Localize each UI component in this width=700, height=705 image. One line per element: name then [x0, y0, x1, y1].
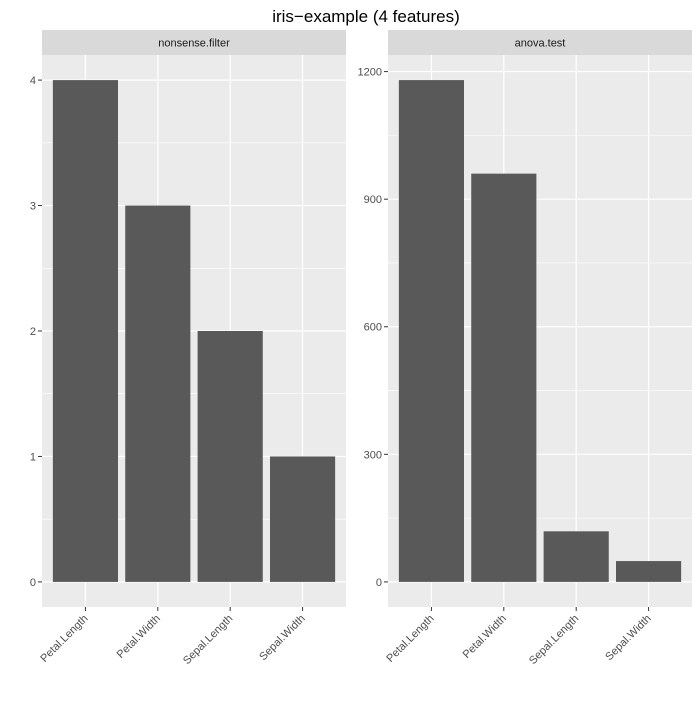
facet-panel-1: nonsense.filter 0 1 2 3 4 Petal.Length Petal.Wi… [30, 30, 346, 667]
bar [197, 331, 263, 582]
bar [398, 80, 464, 582]
y-tick-label: 2 [30, 326, 36, 338]
bar [543, 531, 609, 582]
x-tick-label: Sepal.Width [257, 613, 307, 663]
x-tick-label: Petal.Width [461, 613, 509, 661]
chart-title: iris−example (4 features) [272, 7, 460, 26]
y-tick-label: 300 [364, 449, 382, 461]
facet-strip [42, 30, 346, 55]
x-tick-label: Petal.Width [115, 613, 163, 661]
y-tick-label: 1200 [358, 67, 382, 79]
bar [52, 80, 118, 582]
y-tick-label: 600 [364, 322, 382, 334]
bar [616, 561, 682, 582]
y-tick-label: 3 [30, 201, 36, 213]
y-tick-label: 0 [30, 577, 36, 589]
bar [125, 205, 191, 582]
x-tick-label: Sepal.Length [527, 613, 581, 667]
x-tick-label: Petal.Length [384, 613, 436, 665]
bar [270, 456, 336, 582]
facet-panel-2: anova.test 0 300 600 900 1200 Petal.Length Peta… [358, 30, 692, 667]
facet-strip-label: nonsense.filter [158, 38, 230, 50]
bar [471, 173, 537, 582]
y-tick-label: 1 [30, 451, 36, 463]
y-tick-label: 4 [30, 75, 36, 87]
x-tick-label: Sepal.Length [181, 613, 235, 667]
x-tick-label: Sepal.Width [603, 613, 653, 663]
y-tick-label: 0 [376, 577, 382, 589]
facet-strip-label: anova.test [515, 38, 566, 50]
x-tick-label: Petal.Length [38, 613, 90, 665]
facet-strip [388, 30, 692, 55]
y-tick-label: 900 [364, 194, 382, 206]
